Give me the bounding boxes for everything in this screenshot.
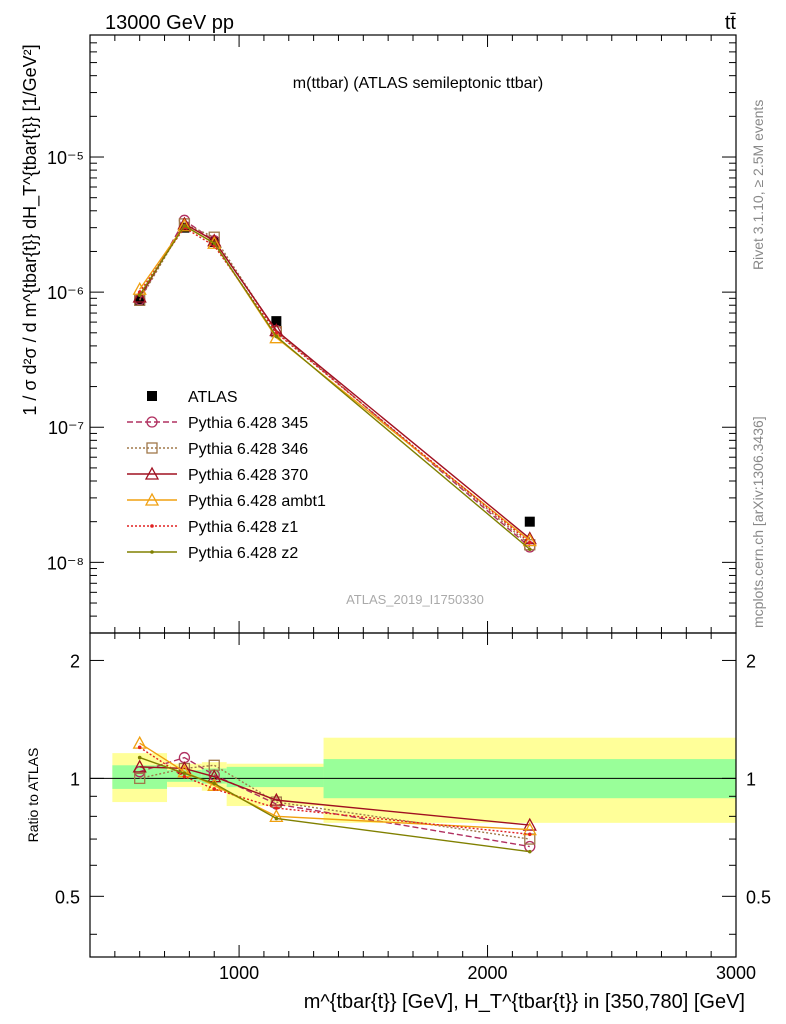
data-point [182,223,187,228]
ratio-point [522,817,537,831]
ratio-point [274,806,279,810]
ratio-tick-label-right: 1 [746,769,756,789]
data-point [274,331,279,335]
ratio-point [269,792,284,806]
data-point [212,241,217,246]
legend-label: Pythia 6.428 345 [188,415,308,432]
ratio-point [527,832,532,837]
ratio-point [182,771,187,776]
ratio-tick-label: 2 [70,651,80,671]
ratio-tick-label-right: 2 [746,651,756,671]
legend-marker [146,442,158,454]
x-tick-label: 2000 [468,963,508,983]
data-point [269,330,284,344]
data-point [527,540,532,545]
ratio-point [132,759,147,773]
y-tick-label: 10⁻⁶ [47,283,84,303]
legend-label: Pythia 6.428 ambt1 [188,493,326,510]
data-point [177,218,192,232]
ratio-point [212,787,217,791]
stat-band-3 [226,766,324,788]
legend-marker [144,466,160,480]
y-axis-label: 1 / σ d²σ / d m^{tbar{t}} dH_T^{tbar{t}}… [20,44,41,415]
ratio-point [137,755,142,760]
legend-label: ATLAS [188,389,238,406]
data-point [527,547,532,552]
data-point [207,235,222,249]
y-tick-label: 10⁻⁵ [47,148,84,168]
data-point [271,316,282,327]
legend-marker [150,550,154,554]
legend-label: Pythia 6.428 z1 [188,519,298,536]
ratio-tick-label: 1 [70,769,80,789]
chart-title: m(ttbar) (ATLAS semileptonic ttbar) [293,75,543,92]
mcplots-label: mcplots.cern.ch [arXiv:1306.3436] [750,416,766,628]
ratio-tick-label-right: 0.5 [746,887,771,907]
data-point [137,293,142,297]
data-point [524,516,535,527]
data-point [132,289,147,303]
legend-label: Pythia 6.428 z2 [188,545,298,562]
header-energy: 13000 GeV pp [105,12,234,34]
legend-marker [147,391,157,401]
main-panel: 10⁻⁸ 10⁻⁷ 10⁻⁶ 10⁻⁵ [47,34,737,634]
legend: ATLAS Pythia 6.428 345 Pythia 6.428 346 Pyt… [127,389,326,562]
y-tick-label: 10⁻⁸ [47,553,84,573]
ratio-point [269,808,284,822]
ratio-panel: 1000 2000 3000 0.5 0.5 1 1 2 2 [55,632,771,983]
y-tick-label: 10⁻⁷ [48,418,84,438]
main-frame [89,34,737,634]
x-axis-label: m^{tbar{t}} [GeV], H_T^{tbar{t}} in [350… [304,991,745,1013]
legend-label: Pythia 6.428 370 [188,467,308,484]
ratio-tick-label: 0.5 [55,887,80,907]
ratio-point [134,772,146,785]
header-process: tt̄ [725,12,737,34]
legend-marker [144,492,160,506]
rivet-label: Rivet 3.1.10, ≥ 2.5M events [750,100,766,270]
ratio-axis-label: Ratio to ATLAS [25,748,41,843]
ratio-point [274,816,279,821]
watermark: ATLAS_2019_I1750330 [346,592,484,607]
ratio-point [182,774,187,779]
ratio-point [137,745,142,750]
x-tick-label: 3000 [716,963,756,983]
ratio-point [527,849,532,854]
legend-marker [150,524,154,528]
data-point [274,334,279,339]
ratio-point [212,781,217,786]
legend-marker [146,416,158,428]
ratio-point [207,769,222,783]
ratio-line-1 [139,764,530,840]
x-tick-label: 1000 [219,963,259,983]
data-point [134,295,145,306]
legend-label: Pythia 6.428 346 [188,441,308,458]
